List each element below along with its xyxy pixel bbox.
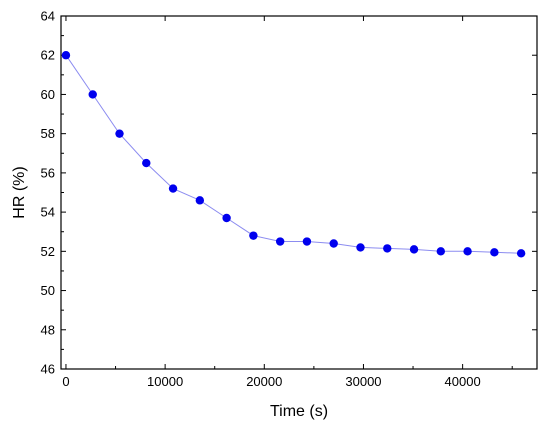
y-tick-label: 56 bbox=[41, 165, 55, 180]
data-point bbox=[356, 243, 365, 252]
plot-frame bbox=[60, 15, 538, 370]
y-tick-label: 54 bbox=[41, 205, 55, 220]
x-tick-label: 0 bbox=[62, 374, 69, 389]
data-point bbox=[516, 249, 526, 258]
y-tick-label: 46 bbox=[41, 362, 55, 377]
y-tick-label: 64 bbox=[41, 9, 55, 24]
data-point bbox=[61, 51, 71, 60]
data-point bbox=[490, 248, 499, 257]
y-tick-label: 48 bbox=[41, 322, 55, 337]
series-line bbox=[65, 54, 522, 254]
data-point bbox=[409, 245, 419, 254]
y-tick-label: 50 bbox=[41, 283, 55, 298]
data-point bbox=[249, 231, 258, 240]
y-tick-label: 52 bbox=[41, 244, 55, 259]
y-axis-title: HR (%) bbox=[11, 166, 28, 218]
data-point bbox=[329, 239, 338, 248]
data-point bbox=[463, 247, 472, 256]
y-tick-label: 62 bbox=[41, 48, 55, 63]
data-point bbox=[275, 237, 285, 246]
x-tick-label: 40000 bbox=[445, 374, 481, 389]
x-tick-label: 10000 bbox=[147, 374, 183, 389]
series-layer bbox=[61, 51, 526, 258]
data-point bbox=[168, 184, 178, 193]
y-tick-label: 58 bbox=[41, 126, 55, 141]
x-tick-label: 30000 bbox=[345, 374, 381, 389]
data-point bbox=[436, 247, 446, 256]
x-tick-label: 20000 bbox=[246, 374, 282, 389]
data-point bbox=[88, 90, 97, 99]
x-axis-title: Time (s) bbox=[270, 403, 328, 420]
y-tick-label: 60 bbox=[41, 87, 55, 102]
data-point bbox=[302, 237, 312, 246]
data-point bbox=[115, 129, 124, 138]
axes-layer: 46 48 50 52 54 56 58 60 62 64 0 10000 20000 30000 4000… bbox=[41, 9, 538, 389]
data-point bbox=[222, 213, 231, 223]
data-point bbox=[142, 158, 151, 168]
data-point bbox=[195, 196, 205, 205]
data-point bbox=[383, 244, 392, 253]
